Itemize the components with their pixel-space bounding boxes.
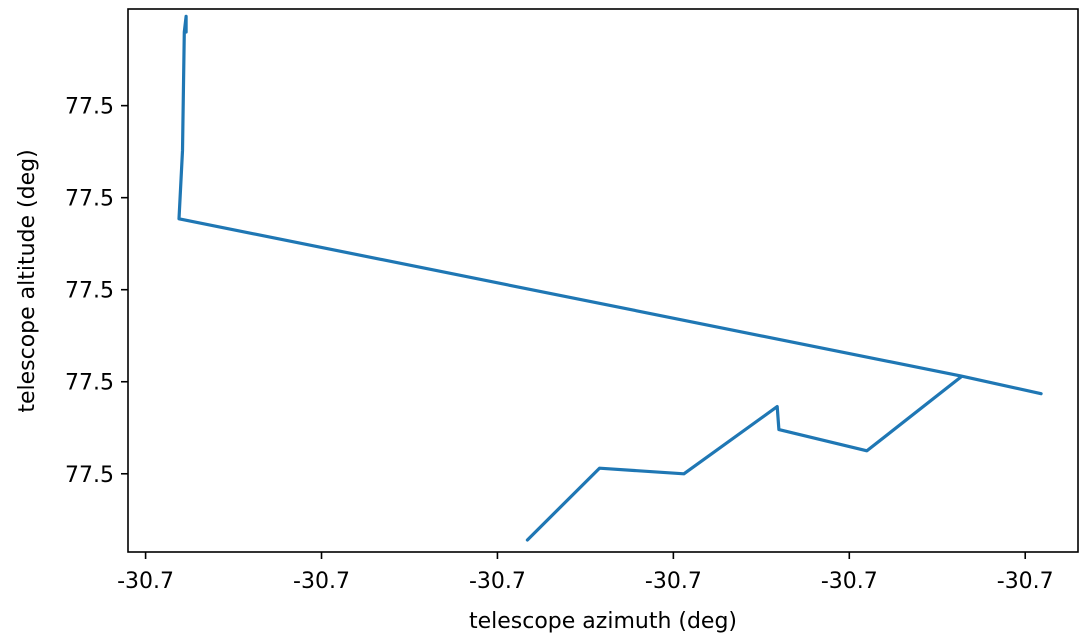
- series-line: [177, 14, 1043, 542]
- x-tick-label: -30.7: [997, 569, 1054, 594]
- y-axis-label: telescope altitude (deg): [15, 149, 40, 412]
- y-tick-label: 77.5: [65, 95, 114, 120]
- y-tick-label: 77.5: [65, 279, 114, 304]
- y-tick-label: 77.5: [65, 187, 114, 212]
- x-axis-label: telescope azimuth (deg): [469, 609, 737, 634]
- x-tick-label: -30.7: [293, 569, 350, 594]
- y-tick-label: 77.5: [65, 463, 114, 488]
- x-tick-label: -30.7: [117, 569, 174, 594]
- x-tick-label: -30.7: [469, 569, 526, 594]
- x-tick-label: -30.7: [645, 569, 702, 594]
- y-tick-label: 77.5: [65, 371, 114, 396]
- x-tick-label: -30.7: [821, 569, 878, 594]
- ticks-layer: -30.7 -30.7 -30.7 -30.7 -30.7 -30.7 77.5 77.5 77…: [65, 95, 1054, 594]
- series-layer: [177, 14, 1043, 542]
- plot-area-frame: [127, 8, 1079, 553]
